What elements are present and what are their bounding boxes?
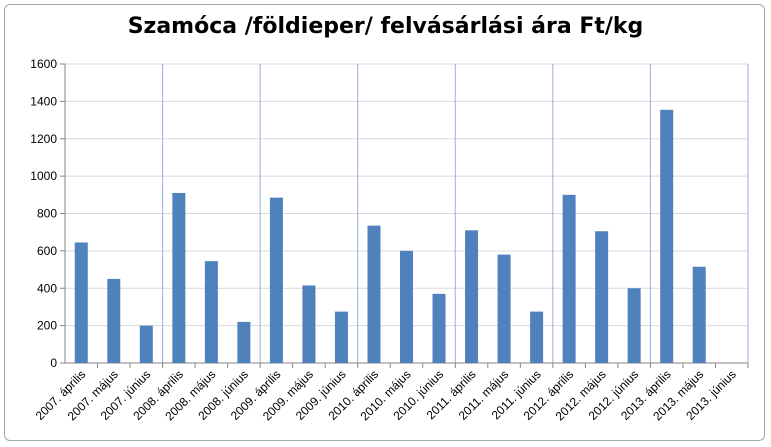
chart-title: Szamóca /földieper/ felvásárlási ára Ft/… xyxy=(127,14,644,39)
bar xyxy=(334,311,348,363)
y-tick-label: 200 xyxy=(37,319,57,333)
bar xyxy=(660,109,674,363)
bar xyxy=(74,242,88,363)
bar xyxy=(432,293,446,363)
bar xyxy=(107,278,121,363)
bar xyxy=(367,225,381,363)
y-tick-label: 0 xyxy=(50,356,57,370)
bar xyxy=(530,311,544,363)
y-tick-label: 1400 xyxy=(30,94,57,108)
bar xyxy=(692,266,706,363)
bar xyxy=(627,288,641,363)
bar xyxy=(400,250,413,363)
y-tick-label: 1600 xyxy=(30,57,57,71)
y-tick-label: 1200 xyxy=(30,132,57,146)
bar xyxy=(172,192,186,363)
bar xyxy=(302,285,316,363)
bar xyxy=(269,197,283,363)
bar xyxy=(465,230,479,363)
bar xyxy=(497,254,511,363)
y-tick-label: 800 xyxy=(37,207,57,221)
bar xyxy=(562,194,576,363)
bar xyxy=(139,325,153,363)
y-tick-label: 1000 xyxy=(30,169,57,183)
bar xyxy=(204,261,218,363)
y-tick-label: 400 xyxy=(37,281,57,295)
y-tick-label: 600 xyxy=(37,244,57,258)
bar xyxy=(595,231,609,363)
bar xyxy=(237,321,251,363)
